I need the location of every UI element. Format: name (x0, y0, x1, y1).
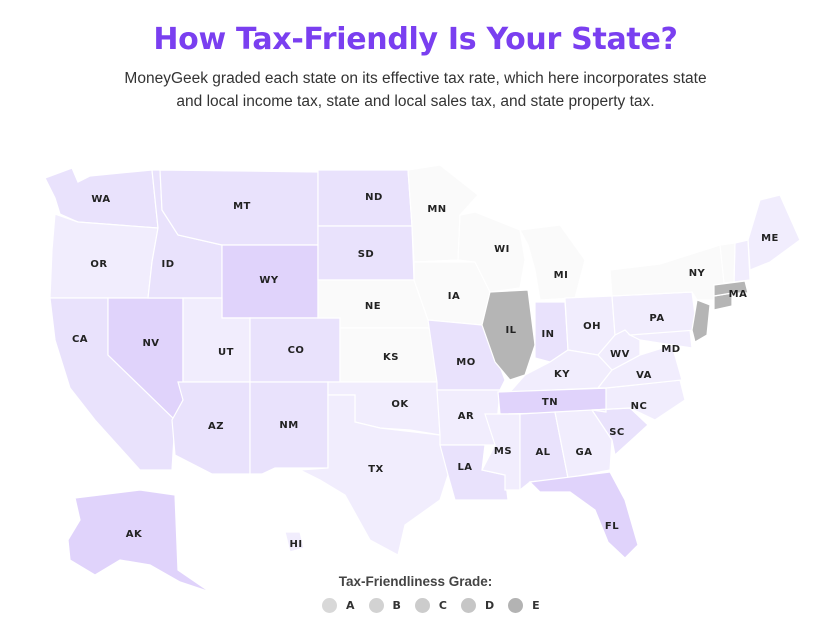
state-label-ok: OK (391, 399, 409, 410)
state-label-mi: MI (554, 270, 569, 281)
legend-item-c: C (414, 598, 447, 613)
legend-swatch-e (508, 598, 524, 613)
state-label-me: ME (761, 233, 779, 244)
state-label-az: AZ (208, 421, 224, 432)
legend-label-e: E (532, 599, 540, 612)
state-mi[interactable] (519, 224, 586, 301)
state-label-pa: PA (649, 313, 664, 324)
state-label-sc: SC (609, 427, 625, 438)
state-label-nd: ND (365, 192, 383, 203)
state-label-ia: IA (448, 291, 460, 302)
legend-label-a: A (346, 599, 355, 612)
state-label-wa: WA (91, 194, 110, 205)
state-label-sd: SD (358, 249, 375, 260)
legend-label-c: C (438, 599, 447, 612)
state-tx[interactable] (297, 394, 449, 556)
state-label-tx: TX (368, 464, 384, 475)
state-ga[interactable] (554, 409, 613, 479)
state-label-ks: KS (383, 352, 399, 363)
state-label-ak: AK (126, 529, 143, 540)
page-subtitle: MoneyGeek graded each state on its effec… (124, 70, 707, 110)
state-label-ky: KY (554, 369, 570, 380)
state-label-ma: MA (729, 289, 748, 300)
state-label-md: MD (661, 344, 680, 355)
state-label-mo: MO (456, 357, 475, 368)
legend-title: Tax-Friendliness Grade: (338, 574, 493, 589)
state-label-mt: MT (233, 201, 251, 212)
state-label-va: VA (636, 370, 652, 381)
state-label-al: AL (535, 447, 550, 458)
state-label-ga: GA (576, 447, 593, 458)
state-label-in: IN (541, 329, 554, 340)
state-la[interactable] (439, 444, 509, 501)
state-label-or: OR (90, 259, 107, 270)
state-label-nc: NC (631, 401, 648, 412)
state-ny[interactable] (609, 244, 731, 301)
state-label-ca: CA (72, 334, 88, 345)
state-label-il: IL (505, 325, 516, 336)
state-label-hi: HI (289, 539, 302, 550)
state-nc[interactable] (591, 379, 686, 421)
state-label-la: LA (457, 462, 472, 473)
page-title: How Tax-Friendly Is Your State? (153, 22, 678, 57)
state-label-ms: MS (494, 446, 512, 457)
legend-item-e: E (508, 598, 540, 613)
legend-label-b: B (392, 599, 401, 612)
state-label-mn: MN (427, 204, 446, 215)
state-label-nm: NM (279, 420, 298, 431)
state-hi[interactable] (284, 531, 305, 553)
state-label-co: CO (288, 345, 305, 356)
state-label-wi: WI (494, 244, 510, 255)
legend-item-b: B (368, 598, 401, 613)
legend-label-d: D (484, 599, 495, 612)
legend-swatch-a (322, 598, 337, 613)
state-label-oh: OH (583, 321, 601, 332)
legend-item-d: D (460, 598, 495, 613)
state-label-wy: WY (259, 275, 279, 286)
state-fl[interactable] (528, 471, 639, 559)
state-ak[interactable] (67, 489, 211, 593)
legend: A B C D E (322, 598, 554, 613)
state-label-fl: FL (605, 521, 619, 532)
legend-swatch-d (460, 598, 476, 613)
state-label-ut: UT (218, 347, 234, 358)
state-label-ny: NY (689, 268, 706, 279)
legend-swatch-b (368, 598, 384, 613)
legend-item-a: A (322, 598, 355, 613)
state-label-ar: AR (458, 411, 474, 422)
state-nh[interactable] (733, 239, 751, 283)
state-label-nv: NV (142, 338, 159, 349)
state-vt[interactable] (719, 242, 736, 284)
state-nj[interactable] (691, 299, 711, 343)
state-wi[interactable] (457, 211, 526, 293)
state-label-wv: WV (610, 349, 630, 360)
legend-swatch-c (414, 598, 430, 613)
state-il[interactable] (481, 289, 536, 381)
state-label-tn: TN (542, 397, 558, 408)
state-label-id: ID (161, 259, 174, 270)
state-or[interactable] (49, 213, 159, 299)
state-label-ne: NE (365, 301, 381, 312)
